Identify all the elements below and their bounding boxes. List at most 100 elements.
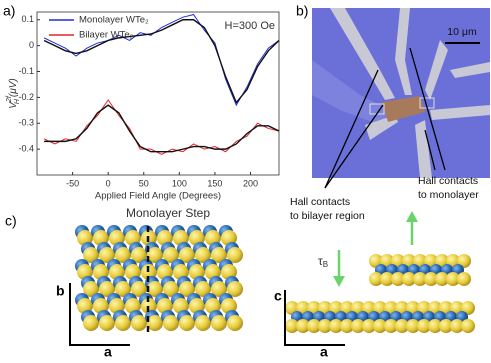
atom-te [109, 298, 125, 314]
atom-te [125, 264, 141, 280]
atom-te [318, 319, 332, 333]
y-axis-label: V2fH(μV) [6, 78, 21, 108]
torque-symbol: τ [318, 254, 323, 268]
structure-title: Monolayer Step [126, 206, 210, 220]
atom-te [351, 319, 365, 333]
atom-te [99, 281, 115, 297]
atom-te [77, 298, 93, 314]
atom-te [380, 272, 394, 286]
atom-te [221, 298, 237, 314]
chart: -50 0 50 100 150 200 0.1 0 -0.1 -0.2 -0.3 -0.4 Appli… [6, 11, 280, 202]
y-label-symbol: V [8, 101, 19, 109]
atom-te [227, 281, 243, 297]
atom-te [395, 319, 409, 333]
atom-te [424, 272, 438, 286]
atom-te [131, 247, 147, 263]
atom-te [439, 319, 453, 333]
atom-te [413, 272, 427, 286]
atom-te [173, 298, 189, 314]
atom-te [211, 281, 227, 297]
atom-te [109, 264, 125, 280]
atom-te [457, 272, 471, 286]
atom-te [189, 230, 205, 246]
plot-frame [36, 11, 280, 176]
atom-te [285, 319, 299, 333]
atom-te [205, 264, 221, 280]
atom-te [99, 247, 115, 263]
y-tick-label: 0.1 [21, 14, 34, 24]
atom-te [83, 281, 99, 297]
atom-te [406, 319, 420, 333]
atom-te [340, 319, 354, 333]
atom-te [373, 319, 387, 333]
atom-te [211, 247, 227, 263]
torque-label: τB [318, 254, 328, 269]
annotation: Hall contacts [418, 175, 478, 187]
y-tick-label: -0.1 [18, 66, 34, 76]
atom-te [461, 319, 475, 333]
legend-label: Monolayer WTe₂ [79, 15, 149, 26]
atom-te [131, 315, 147, 331]
torque-subscript: B [323, 260, 328, 269]
atom-te [195, 315, 211, 331]
atom-te [173, 264, 189, 280]
atom-te [157, 264, 173, 280]
atom-te [93, 264, 109, 280]
annotation: to monolayer [418, 189, 479, 201]
legend-label: Bilayer WTe₂ [79, 30, 134, 41]
atom-te [131, 281, 147, 297]
atom-te [205, 230, 221, 246]
atom-te [417, 319, 431, 333]
atom-te [163, 247, 179, 263]
axis-label: c [274, 288, 282, 304]
annotation: Hall contacts [290, 196, 350, 208]
atom-te [195, 247, 211, 263]
atom-te [115, 247, 131, 263]
atom-te [163, 281, 179, 297]
atom-te [115, 281, 131, 297]
atom-te [329, 319, 343, 333]
x-tick-label: 150 [207, 178, 222, 188]
atom-te [307, 319, 321, 333]
x-axis-label: Applied Field Angle (Degrees) [95, 191, 221, 202]
atom-te [227, 315, 243, 331]
y-label-unit: (μV) [8, 78, 19, 97]
atom-te [435, 272, 449, 286]
x-tick-label: 100 [172, 178, 187, 188]
atom-te [446, 272, 460, 286]
x-tick-label: 0 [106, 178, 111, 188]
atom-te [77, 264, 93, 280]
annotation: to bilayer region [290, 210, 365, 222]
atom-te [391, 272, 405, 286]
axis-label: a [104, 344, 112, 360]
atom-te [125, 230, 141, 246]
x-tick-label: 200 [243, 178, 258, 188]
atom-te [179, 315, 195, 331]
scale-bar-label: 10 μm [447, 26, 477, 38]
annotation: H=300 Oe [225, 20, 275, 32]
atom-te [147, 315, 163, 331]
atom-te [147, 247, 163, 263]
atom-te [77, 230, 93, 246]
y-tick-label: -0.3 [18, 118, 34, 128]
atom-te [179, 281, 195, 297]
lift-arrow-head [406, 211, 418, 222]
atom-te [157, 230, 173, 246]
axis-label: b [56, 283, 65, 299]
torque-arrow-head [333, 276, 345, 287]
axes-indicator [284, 290, 345, 346]
crystal-structure [75, 225, 475, 333]
axes-indicator [69, 283, 130, 346]
atom-te [93, 298, 109, 314]
atom-te [221, 264, 237, 280]
atom-te [369, 272, 383, 286]
y-tick-label: -0.2 [18, 92, 34, 102]
atom-te [402, 272, 416, 286]
atom-te [163, 315, 179, 331]
y-tick-label: 0 [29, 40, 34, 50]
y-label-sup: 2f [6, 95, 13, 103]
panel-label: c) [5, 213, 17, 229]
atom-te [227, 247, 243, 263]
atom-te [384, 319, 398, 333]
atom-te [189, 264, 205, 280]
